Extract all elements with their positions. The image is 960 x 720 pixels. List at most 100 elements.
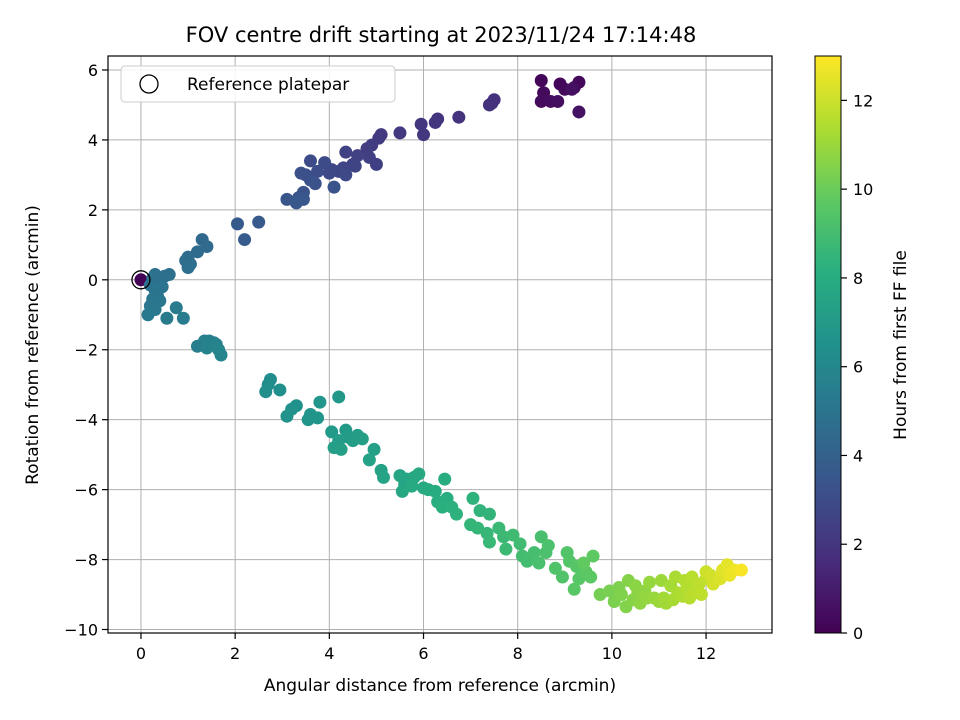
- data-point: [376, 470, 390, 484]
- legend: Reference platepar: [120, 65, 396, 103]
- x-axis-label: Angular distance from reference (arcmin): [264, 676, 616, 696]
- colorbar-tick-label: 8: [853, 269, 863, 288]
- data-point: [214, 348, 228, 362]
- data-point: [325, 425, 339, 439]
- data-point: [303, 154, 317, 168]
- colorbar-tick-label: 0: [853, 624, 863, 643]
- data-point: [200, 341, 214, 355]
- data-point: [367, 442, 381, 456]
- legend-box: [120, 65, 396, 103]
- x-tick-label: 4: [324, 644, 334, 663]
- data-point: [280, 409, 294, 423]
- data-point: [506, 528, 520, 542]
- colorbar-tick-label: 12: [853, 91, 873, 110]
- data-point: [482, 507, 496, 521]
- data-point: [534, 530, 548, 544]
- legend-entry-reference-platepar: Reference platepar: [187, 75, 349, 95]
- data-point: [534, 94, 548, 108]
- data-point: [311, 164, 325, 178]
- data-point: [339, 145, 353, 159]
- colorbar-tick-label: 2: [853, 535, 863, 554]
- y-tick-label: −10: [64, 621, 98, 640]
- data-point: [643, 575, 657, 589]
- data-point: [438, 472, 452, 486]
- data-point: [572, 105, 586, 119]
- legend-marker-icon: [139, 74, 159, 94]
- data-point: [417, 128, 431, 142]
- colorbar-gradient: [814, 55, 842, 634]
- data-point: [555, 570, 569, 584]
- data-point: [452, 110, 466, 124]
- data-point: [541, 539, 555, 553]
- data-point: [428, 484, 442, 498]
- y-tick-label: −6: [74, 481, 98, 500]
- chart-title: FOV centre drift starting at 2023/11/24 …: [186, 23, 697, 47]
- data-point: [412, 467, 426, 481]
- data-point: [273, 383, 287, 397]
- data-point: [393, 126, 407, 140]
- x-tick-label: 6: [418, 644, 428, 663]
- data-point: [311, 411, 325, 425]
- data-point: [405, 479, 419, 493]
- x-tick-label: 2: [230, 644, 240, 663]
- y-tick-label: 0: [88, 271, 98, 290]
- reference-platepar-marker: [131, 270, 151, 290]
- y-tick-label: 2: [88, 201, 98, 220]
- data-point: [238, 233, 252, 247]
- data-point: [334, 442, 348, 456]
- data-point: [308, 177, 322, 191]
- data-point: [348, 159, 362, 173]
- data-point: [169, 301, 183, 315]
- data-point: [565, 82, 579, 96]
- data-point: [339, 168, 353, 182]
- data-point: [466, 491, 480, 505]
- data-point: [694, 588, 708, 602]
- plot-area-frame: [107, 55, 773, 634]
- colorbar: 0 2 4 6 8 10 12 Hours from first FF file: [814, 55, 911, 643]
- y-tick-label: 4: [88, 131, 98, 150]
- data-point: [567, 582, 581, 596]
- x-axis-ticks: 0 2 4 6 8 10 12: [136, 633, 716, 663]
- data-point: [252, 215, 266, 229]
- colorbar-tick-label: 4: [853, 446, 863, 465]
- x-tick-label: 10: [602, 644, 622, 663]
- data-point: [482, 535, 496, 549]
- colorbar-label: Hours from first FF file: [891, 250, 911, 440]
- colorbar-tick-label: 6: [853, 358, 863, 377]
- data-point: [499, 542, 513, 556]
- data-point: [428, 115, 442, 129]
- data-point: [584, 570, 598, 584]
- y-tick-label: 6: [88, 61, 98, 80]
- data-point: [414, 117, 428, 131]
- data-point: [586, 549, 600, 563]
- x-tick-label: 8: [513, 644, 523, 663]
- data-point: [176, 311, 190, 325]
- data-point: [551, 94, 565, 108]
- data-point: [577, 556, 591, 570]
- data-point: [435, 500, 449, 514]
- data-point: [449, 507, 463, 521]
- data-point: [141, 308, 155, 322]
- data-point: [355, 432, 369, 446]
- data-point: [259, 385, 273, 399]
- data-point: [160, 311, 174, 325]
- data-point: [313, 395, 327, 409]
- data-point: [332, 390, 346, 404]
- y-axis-ticks: −10 −8 −6 −4 −2 0 2 4 6: [64, 61, 108, 640]
- y-axis-label: Rotation from reference (arcmin): [23, 205, 43, 485]
- data-points: [131, 73, 748, 614]
- colorbar-ticks: 0 2 4 6 8 10 12: [841, 91, 873, 643]
- data-point: [527, 546, 541, 560]
- colorbar-tick-label: 10: [853, 180, 873, 199]
- data-point: [548, 561, 562, 575]
- data-point: [181, 261, 195, 275]
- data-point: [614, 588, 628, 602]
- data-point: [534, 73, 548, 87]
- data-point: [482, 98, 496, 112]
- data-point: [289, 196, 303, 210]
- data-point: [318, 156, 332, 170]
- data-point: [362, 453, 376, 467]
- y-tick-label: −8: [74, 551, 98, 570]
- data-point: [513, 537, 527, 551]
